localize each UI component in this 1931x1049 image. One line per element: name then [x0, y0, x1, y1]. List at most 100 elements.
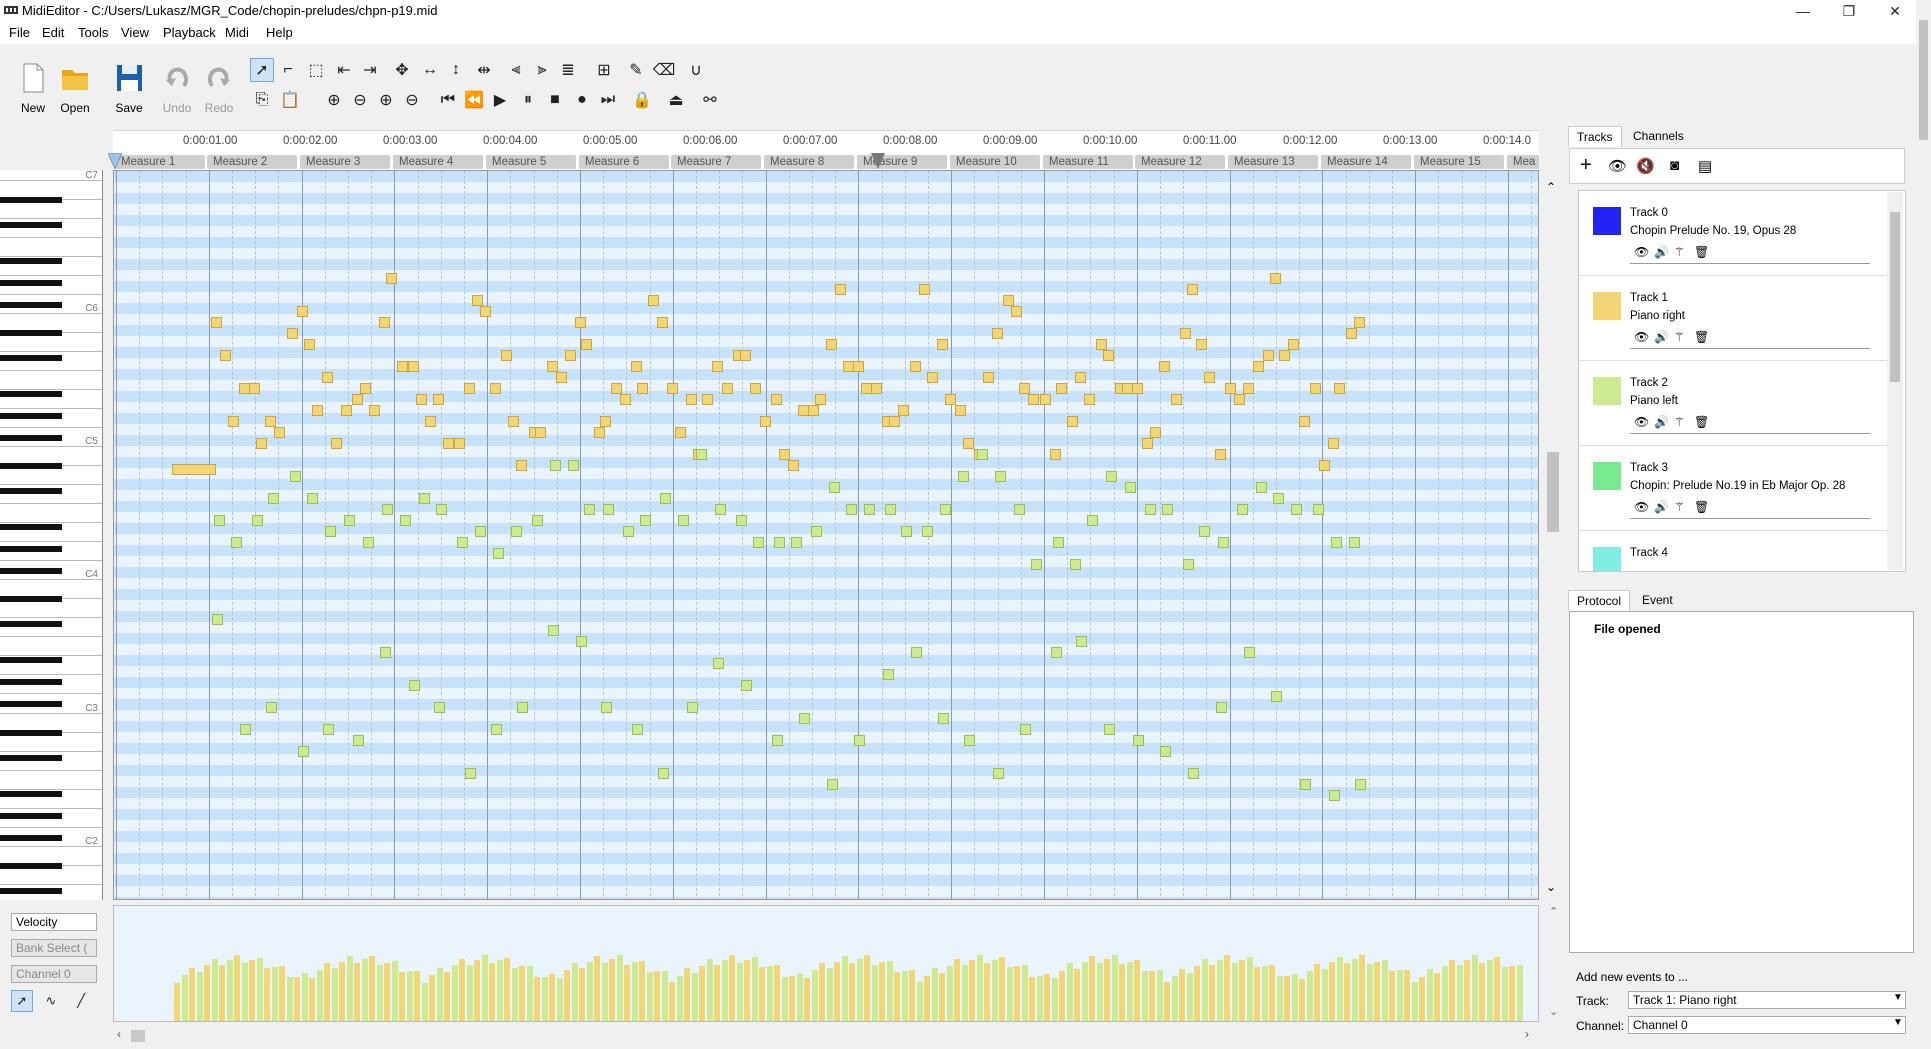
- vel-scroll-up-icon[interactable]: ⌃: [1549, 906, 1559, 918]
- white-key[interactable]: [0, 294, 102, 296]
- velocity-bar[interactable]: [744, 959, 750, 1021]
- note[interactable]: [330, 438, 342, 449]
- black-key[interactable]: [0, 258, 62, 264]
- note[interactable]: [853, 361, 865, 372]
- velocity-bar[interactable]: [909, 970, 915, 1021]
- velocity-bar[interactable]: [1029, 976, 1035, 1021]
- note[interactable]: [408, 361, 420, 372]
- select-multiple-icon[interactable]: ⬚: [308, 62, 324, 79]
- visible-icon[interactable]: 👁: [1634, 245, 1650, 259]
- align-right-icon[interactable]: ⫸: [537, 61, 547, 78]
- note[interactable]: [1010, 306, 1022, 317]
- note[interactable]: [958, 471, 970, 482]
- velocity-bar[interactable]: [414, 970, 420, 1021]
- tab-protocol[interactable]: Protocol: [1568, 590, 1631, 611]
- measure-label[interactable]: Measure 11: [1043, 155, 1133, 169]
- note[interactable]: [1214, 449, 1226, 460]
- note[interactable]: [568, 460, 580, 471]
- measure-label[interactable]: Measure 2: [207, 155, 297, 169]
- note[interactable]: [1102, 350, 1114, 361]
- note[interactable]: [736, 515, 748, 526]
- chevron-down-icon[interactable]: ▼: [1893, 1017, 1903, 1028]
- new-events-channel-select[interactable]: Channel 0: [1628, 1016, 1906, 1034]
- note[interactable]: [926, 372, 938, 383]
- velocity-bar[interactable]: [751, 957, 758, 1021]
- note[interactable]: [936, 339, 948, 350]
- note[interactable]: [787, 460, 799, 471]
- record-track-icon[interactable]: ⚚: [1674, 415, 1685, 429]
- measure-label[interactable]: Measure 8: [764, 155, 854, 169]
- select-left-icon[interactable]: ⇤: [337, 62, 351, 79]
- note[interactable]: [1124, 482, 1136, 493]
- note[interactable]: [535, 427, 546, 438]
- note[interactable]: [492, 548, 504, 559]
- note[interactable]: [424, 416, 436, 427]
- velocity-editor[interactable]: [113, 905, 1539, 1022]
- note[interactable]: [213, 515, 225, 526]
- menu-help[interactable]: Help: [266, 25, 293, 40]
- white-key[interactable]: [0, 808, 102, 810]
- white-key[interactable]: [0, 846, 102, 847]
- black-key[interactable]: [0, 791, 62, 797]
- note[interactable]: [1298, 416, 1310, 427]
- velocity-bar[interactable]: [316, 969, 323, 1021]
- speaker-icon[interactable]: 🔊: [1654, 500, 1669, 514]
- velocity-bar[interactable]: [391, 961, 398, 1021]
- note[interactable]: [1019, 383, 1031, 394]
- velocity-bar[interactable]: [706, 959, 713, 1021]
- note[interactable]: [600, 416, 612, 427]
- velocity-bar[interactable]: [1404, 969, 1410, 1021]
- note[interactable]: [1354, 317, 1366, 328]
- note[interactable]: [1349, 537, 1361, 548]
- note[interactable]: [713, 658, 725, 669]
- eraser-icon[interactable]: ⌫: [652, 62, 676, 79]
- note[interactable]: [340, 405, 352, 416]
- note[interactable]: [1199, 526, 1211, 537]
- start-marker-icon[interactable]: [108, 153, 122, 169]
- velocity-bar[interactable]: [1509, 965, 1515, 1021]
- note[interactable]: [991, 328, 1003, 339]
- note[interactable]: [911, 647, 923, 658]
- tracks-scroll-thumb[interactable]: [1890, 212, 1900, 382]
- velocity-bar[interactable]: [1471, 955, 1478, 1021]
- note[interactable]: [1278, 350, 1290, 361]
- note[interactable]: [678, 515, 690, 526]
- note[interactable]: [227, 416, 239, 427]
- measure-label[interactable]: Measure 12: [1135, 155, 1225, 169]
- note[interactable]: [1028, 394, 1040, 405]
- velocity-bar[interactable]: [451, 965, 458, 1021]
- velocity-bar[interactable]: [1149, 970, 1155, 1021]
- velocity-bar[interactable]: [624, 964, 630, 1021]
- white-key[interactable]: [0, 579, 102, 580]
- note[interactable]: [454, 438, 466, 449]
- note[interactable]: [307, 493, 319, 504]
- note[interactable]: [584, 504, 596, 515]
- note[interactable]: [490, 724, 502, 735]
- note[interactable]: [386, 273, 398, 284]
- note[interactable]: [409, 680, 421, 691]
- white-key[interactable]: [0, 770, 102, 772]
- velocity-bar[interactable]: [691, 972, 698, 1021]
- note[interactable]: [480, 306, 492, 317]
- velocity-bar[interactable]: [1126, 962, 1133, 1021]
- velocity-bar[interactable]: [1119, 964, 1125, 1021]
- velocity-bar[interactable]: [331, 968, 338, 1021]
- velocity-bar[interactable]: [894, 971, 900, 1021]
- velocity-bar[interactable]: [609, 959, 615, 1021]
- note[interactable]: [750, 383, 762, 394]
- velocity-bar[interactable]: [999, 957, 1005, 1021]
- velocity-bar[interactable]: [871, 964, 878, 1021]
- velocity-bar[interactable]: [1246, 957, 1253, 1021]
- note[interactable]: [922, 526, 934, 537]
- velocity-bar[interactable]: [444, 972, 450, 1021]
- black-key[interactable]: [0, 435, 62, 441]
- measure-label[interactable]: Measure 4: [393, 155, 483, 169]
- velocity-bar[interactable]: [369, 955, 375, 1021]
- note[interactable]: [603, 504, 615, 515]
- velocity-bar[interactable]: [601, 963, 608, 1021]
- velocity-bar[interactable]: [1501, 967, 1508, 1021]
- black-key[interactable]: [0, 546, 62, 552]
- note[interactable]: [771, 735, 783, 746]
- zoom-horizontal-in-icon[interactable]: ⊕: [379, 92, 393, 109]
- note[interactable]: [658, 768, 670, 779]
